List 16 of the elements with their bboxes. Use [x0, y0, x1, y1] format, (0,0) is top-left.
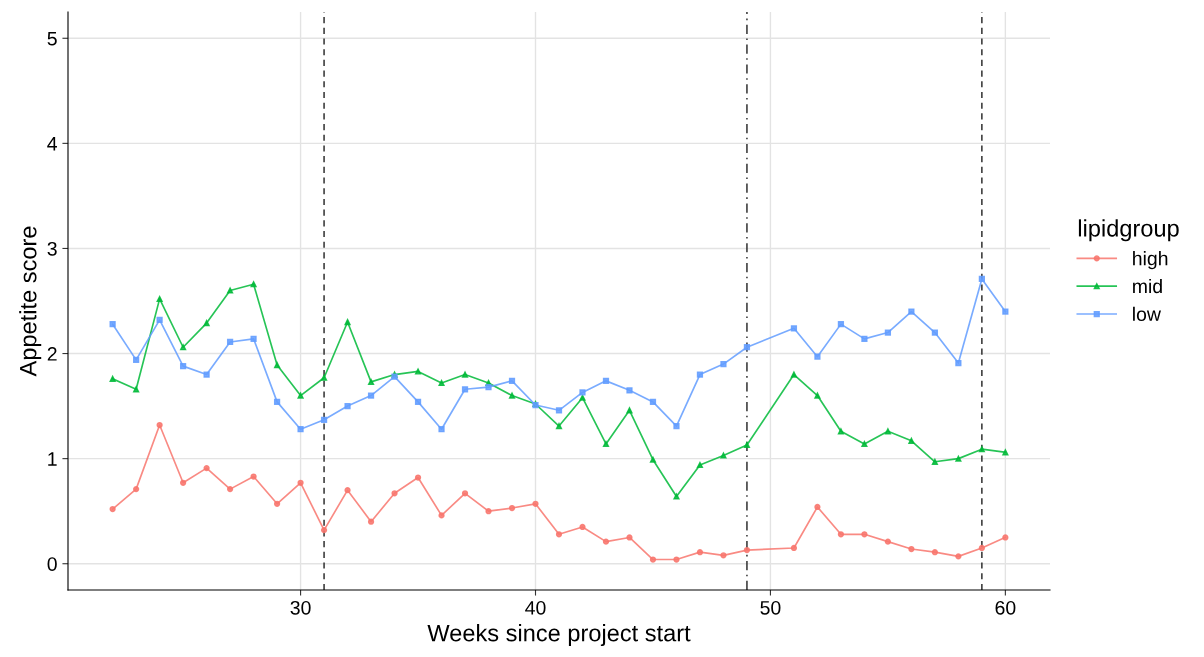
y-tick-label: 2 — [47, 347, 57, 361]
y-tick-label: 4 — [47, 137, 58, 151]
legend-label: low — [1133, 306, 1161, 322]
y-tick-label: 3 — [47, 241, 57, 256]
y-tick-label: 0 — [47, 557, 57, 571]
legend-label: mid — [1133, 278, 1162, 294]
y-axis-title: Appetite score — [19, 226, 42, 377]
x-axis-title: Weeks since project start — [427, 624, 691, 647]
y-tick-label: 5 — [47, 31, 57, 46]
x-tick-label: 60 — [995, 600, 1016, 615]
x-tick-label: 50 — [760, 600, 781, 615]
y-tick-label: 1 — [48, 452, 57, 466]
legend-label: high — [1133, 251, 1168, 270]
x-tick-label: 40 — [525, 600, 546, 615]
legend-title: lipidgroup — [1078, 219, 1179, 242]
x-tick-label: 30 — [290, 600, 311, 615]
